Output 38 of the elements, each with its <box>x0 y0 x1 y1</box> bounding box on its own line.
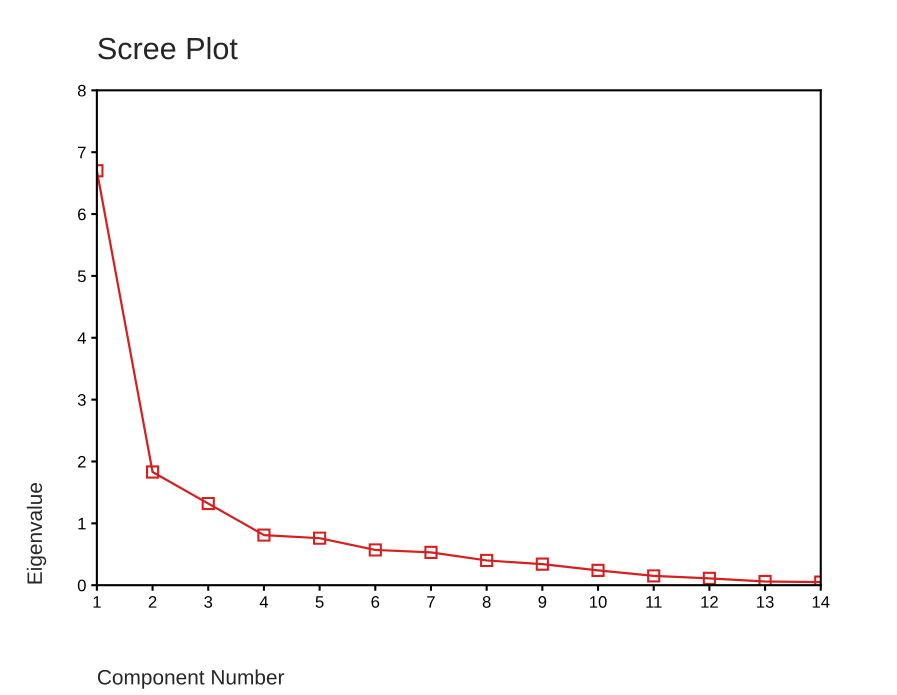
y-tick-label: 4 <box>78 332 86 344</box>
point <box>591 564 605 577</box>
y-tick-label: 8 <box>78 84 86 97</box>
point <box>313 532 326 545</box>
x-tick-label: 6 <box>372 596 380 608</box>
x-tick-label: 3 <box>204 596 212 608</box>
x-tick-label: 10 <box>590 596 607 608</box>
chart-title: Scree Plot <box>98 36 238 60</box>
x-axis-title: Component Number <box>98 669 284 689</box>
point <box>424 546 438 560</box>
point <box>257 528 271 542</box>
x-tick-label: 14 <box>812 596 830 608</box>
point <box>202 496 215 510</box>
x-tick-label: 1 <box>94 596 101 608</box>
point <box>480 554 494 568</box>
y-tick-label: 0 <box>78 580 86 592</box>
x-tick-label: 7 <box>427 596 435 608</box>
x-tick-label: 11 <box>646 596 662 608</box>
x-tick-label: 4 <box>260 596 268 608</box>
y-tick-label: 1 <box>78 518 86 530</box>
y-tick-label: 7 <box>78 146 86 158</box>
x-tick-label: 9 <box>538 596 546 608</box>
y-axis-title: Eigenvalue <box>26 483 46 584</box>
point <box>146 465 160 479</box>
x-tick-label: 8 <box>482 596 491 608</box>
point <box>758 574 772 586</box>
point <box>368 543 382 557</box>
x-tick-label: 12 <box>701 596 718 608</box>
point <box>647 569 660 583</box>
point <box>702 572 716 585</box>
y-tick-label: 5 <box>78 270 86 282</box>
y-tick-label: 2 <box>78 456 86 468</box>
point <box>536 558 549 571</box>
x-tick-label: 2 <box>148 596 156 608</box>
x-tick-label: 13 <box>757 596 774 608</box>
y-tick-label: 6 <box>78 208 86 220</box>
x-tick-label: 5 <box>316 596 324 608</box>
y-tick-label: 3 <box>78 394 86 406</box>
